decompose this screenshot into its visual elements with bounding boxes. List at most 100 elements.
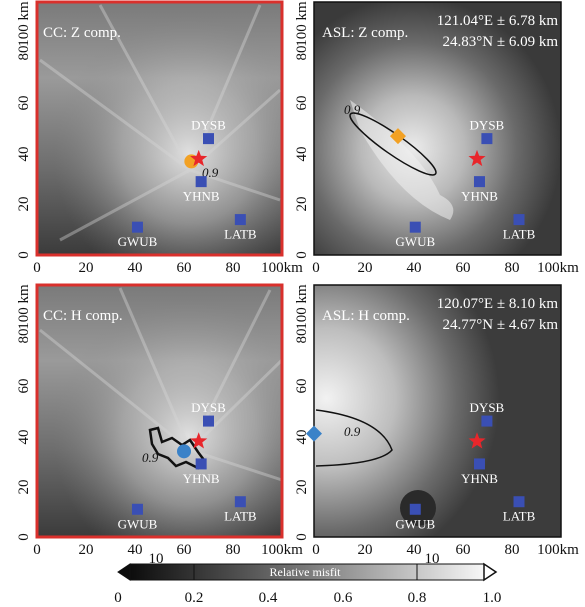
- colorbar-high-arrow: [483, 562, 498, 582]
- colorbar-tick: 1.0: [483, 590, 502, 606]
- x-tick: 20: [358, 260, 373, 276]
- cc-h-event-star: [190, 432, 208, 449]
- y-tick: 60: [16, 96, 32, 111]
- panel-asl-h: 0.9 ASL: H comp. 120.07°E ± 8.10 km 24.7…: [313, 284, 562, 538]
- colorbar-tick: 0.4: [259, 590, 278, 606]
- y-tick: 0: [16, 533, 32, 541]
- station-dysb-label: DYSB: [470, 400, 505, 415]
- y-tick: 20: [294, 480, 310, 495]
- y-tick: 40: [294, 430, 310, 445]
- x-tick: 20: [358, 542, 373, 558]
- y-tick: 40: [16, 430, 32, 445]
- x-tick: 0: [33, 542, 41, 558]
- x-tick: 40: [407, 542, 422, 558]
- cc-z-fan: [37, 2, 282, 255]
- colorbar-overflow-label: 10: [425, 551, 440, 567]
- asl-h-contour: [315, 409, 393, 467]
- station-latb-label: LATB: [224, 227, 257, 242]
- asl-h-best-fit-marker: [306, 425, 322, 442]
- y-tick: 60: [294, 379, 310, 394]
- colorbar-tick: 0: [114, 590, 122, 606]
- cc-h-y-ticks: 0 20 40 60 80 100 km: [16, 284, 32, 541]
- cc-z-streaks: [39, 4, 281, 242]
- asl-h-contour-label: 0.9: [344, 424, 361, 439]
- asl-z-title: ASL: Z comp.: [322, 25, 408, 41]
- station-latb-marker: [513, 214, 525, 226]
- asl-h-y-ticks: 0 20 40 60 80 100 km: [294, 284, 310, 541]
- asl-h-lon: 120.07°E ± 8.10 km: [437, 296, 559, 312]
- asl-z-y-ticks: 0 20 40 60 80 100 km: [294, 1, 310, 259]
- x-tick: 0: [312, 260, 320, 276]
- station-markers: DYSB YHNB GWUB LATB DYSB YHNB GWUB LATB DYSB YHNB…: [118, 118, 536, 532]
- x-tick: 40: [128, 260, 143, 276]
- x-tick: 80: [226, 542, 241, 558]
- x-tick: 60: [456, 260, 471, 276]
- x-tick: 40: [407, 260, 422, 276]
- y-tick: 40: [294, 147, 310, 162]
- asl-h-frame: [313, 284, 562, 538]
- y-tick: 100 km: [16, 284, 32, 330]
- station-latb-label: LATB: [224, 509, 257, 524]
- colorbar-overflow-label: 10: [149, 551, 164, 567]
- station-dysb-marker: [203, 415, 214, 427]
- cc-z-frame: [35, 0, 284, 257]
- y-tick: 100 km: [294, 284, 310, 330]
- x-tick: 60: [177, 260, 192, 276]
- station-gwub-marker: [409, 503, 421, 515]
- cc-z-x-ticks: 0 20 40 60 80 100km: [33, 260, 303, 276]
- station-yhnb-marker: [195, 458, 207, 470]
- cc-z-event-star: [190, 149, 208, 167]
- station-yhnb-label: YHNB: [461, 189, 498, 204]
- asl-z-frame: [313, 1, 562, 256]
- asl-h-event-star: [468, 432, 486, 449]
- y-tick: 80: [16, 46, 32, 61]
- y-tick: 0: [294, 251, 310, 259]
- station-latb-label: LATB: [503, 227, 536, 242]
- station-latb-label: LATB: [503, 509, 536, 524]
- x-tick: 80: [226, 260, 241, 276]
- station-yhnb-marker: [195, 176, 207, 188]
- asl-z-plume: [350, 100, 454, 220]
- x-tick: 100km: [261, 542, 303, 558]
- colorbar-tick: 0.2: [185, 590, 204, 606]
- station-dysb-label: DYSB: [470, 118, 505, 133]
- colorbar-tick: 0.6: [334, 590, 353, 606]
- asl-h-lat: 24.77°N ± 4.67 km: [443, 317, 559, 333]
- y-tick: 100 km: [16, 1, 32, 47]
- y-tick: 60: [294, 96, 310, 111]
- x-tick: 100km: [537, 260, 579, 276]
- colorbar: Relative misfit 10 10 0 0.2 0.4 0.6 0.8 …: [114, 551, 501, 606]
- cc-h-frame: [35, 283, 284, 539]
- y-tick: 20: [16, 480, 32, 495]
- colorbar-title: Relative misfit: [270, 565, 342, 579]
- station-gwub-label: GWUB: [118, 234, 158, 249]
- asl-h-x-ticks: 0 20 40 60 80 100km: [312, 542, 579, 558]
- cc-h-x-ticks: 0 20 40 60 80 100km: [33, 542, 303, 558]
- y-tick: 20: [294, 197, 310, 212]
- y-tick: 0: [294, 533, 310, 541]
- cc-h-streaks: [39, 287, 284, 482]
- cc-h-best-fit-marker: [177, 444, 191, 459]
- x-tick: 40: [128, 542, 143, 558]
- station-gwub-label: GWUB: [395, 516, 435, 531]
- x-tick: 80: [505, 542, 520, 558]
- station-yhnb-marker: [473, 176, 485, 188]
- cc-z-y-ticks: 0 20 40 60 80 100 km: [16, 1, 32, 259]
- station-latb-marker: [234, 496, 246, 508]
- y-tick: 60: [16, 379, 32, 394]
- panel-asl-z: 0.9 ASL: Z comp. 121.04°E ± 6.78 km 24.8…: [313, 1, 562, 256]
- x-tick: 0: [33, 260, 41, 276]
- station-gwub-label: GWUB: [395, 234, 435, 249]
- station-yhnb-marker: [473, 458, 485, 470]
- asl-h-background: [314, 285, 561, 537]
- station-gwub-marker: [131, 503, 143, 515]
- station-dysb-marker: [481, 415, 493, 427]
- station-gwub-marker: [409, 221, 421, 233]
- station-yhnb-label: YHNB: [183, 471, 220, 486]
- colorbar-tick: 0.8: [408, 590, 427, 606]
- x-tick: 100km: [261, 260, 303, 276]
- asl-z-x-ticks: 0 20 40 60 80 100km: [312, 260, 579, 276]
- x-tick: 100km: [537, 542, 579, 558]
- y-tick: 100 km: [294, 1, 310, 47]
